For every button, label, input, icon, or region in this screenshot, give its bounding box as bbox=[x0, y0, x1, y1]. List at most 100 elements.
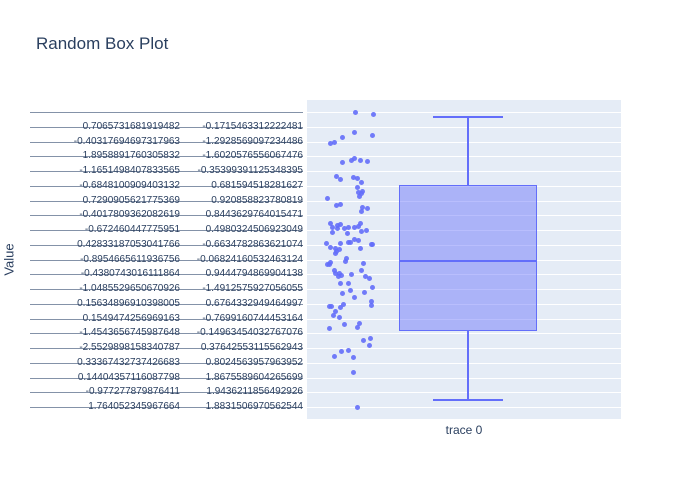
data-point[interactable] bbox=[340, 135, 346, 141]
data-point[interactable] bbox=[359, 204, 365, 210]
data-point[interactable] bbox=[331, 353, 337, 359]
data-point[interactable] bbox=[335, 223, 341, 229]
data-point[interactable] bbox=[338, 222, 344, 228]
data-point[interactable] bbox=[346, 224, 352, 230]
data-point[interactable] bbox=[347, 288, 353, 294]
data-point[interactable] bbox=[344, 230, 350, 236]
whisker-cap-upper[interactable] bbox=[433, 116, 503, 119]
data-point[interactable] bbox=[345, 348, 351, 354]
data-point[interactable] bbox=[368, 299, 374, 305]
data-point[interactable] bbox=[362, 290, 368, 296]
data-point[interactable] bbox=[335, 273, 341, 279]
data-point[interactable] bbox=[349, 271, 355, 277]
data-point[interactable] bbox=[343, 255, 349, 261]
data-point[interactable] bbox=[368, 336, 374, 342]
data-point[interactable] bbox=[357, 221, 363, 227]
data-point[interactable] bbox=[358, 228, 364, 234]
data-point[interactable] bbox=[364, 227, 370, 233]
plot-area[interactable] bbox=[307, 100, 621, 419]
median-line[interactable] bbox=[399, 260, 537, 262]
data-point[interactable] bbox=[329, 304, 335, 310]
data-point[interactable] bbox=[324, 196, 330, 202]
data-point[interactable] bbox=[331, 313, 337, 319]
data-point[interactable] bbox=[352, 236, 358, 242]
data-point[interactable] bbox=[369, 133, 375, 139]
data-point[interactable] bbox=[331, 140, 337, 146]
data-point[interactable] bbox=[360, 338, 366, 344]
data-point[interactable] bbox=[366, 343, 372, 349]
data-point[interactable] bbox=[341, 301, 347, 307]
data-point[interactable] bbox=[328, 260, 334, 266]
data-point[interactable] bbox=[342, 225, 348, 231]
data-point[interactable] bbox=[370, 112, 376, 118]
data-point[interactable] bbox=[329, 224, 335, 230]
data-point[interactable] bbox=[342, 321, 348, 327]
data-point[interactable] bbox=[355, 405, 361, 411]
data-point[interactable] bbox=[328, 245, 334, 251]
data-point[interactable] bbox=[339, 291, 345, 297]
data-point[interactable] bbox=[359, 209, 365, 215]
data-point[interactable] bbox=[351, 155, 357, 161]
data-point[interactable] bbox=[358, 246, 364, 252]
data-point[interactable] bbox=[334, 174, 339, 180]
box-body[interactable] bbox=[399, 185, 537, 332]
data-point[interactable] bbox=[370, 284, 376, 290]
data-point[interactable] bbox=[332, 309, 338, 315]
data-point[interactable] bbox=[359, 267, 365, 273]
data-point[interactable] bbox=[334, 202, 340, 208]
data-point[interactable] bbox=[323, 241, 329, 247]
data-point[interactable] bbox=[354, 184, 360, 190]
data-point[interactable] bbox=[365, 159, 371, 165]
whisker-cap-lower[interactable] bbox=[433, 398, 503, 401]
data-point[interactable] bbox=[368, 302, 374, 308]
data-point[interactable] bbox=[343, 258, 349, 264]
data-point[interactable] bbox=[359, 191, 365, 197]
data-point[interactable] bbox=[355, 175, 361, 181]
data-point[interactable] bbox=[338, 304, 344, 310]
data-point[interactable] bbox=[338, 177, 344, 183]
data-point[interactable] bbox=[338, 273, 344, 279]
data-point[interactable] bbox=[360, 260, 366, 266]
data-point[interactable] bbox=[336, 246, 342, 252]
data-point[interactable] bbox=[332, 268, 338, 274]
data-point[interactable] bbox=[337, 314, 343, 320]
data-point[interactable] bbox=[338, 201, 344, 207]
data-point[interactable] bbox=[356, 194, 362, 200]
data-point[interactable] bbox=[328, 141, 334, 147]
data-point[interactable] bbox=[352, 224, 358, 230]
data-point[interactable] bbox=[340, 160, 346, 166]
data-point[interactable] bbox=[328, 220, 334, 226]
data-point[interactable] bbox=[351, 294, 357, 300]
data-point[interactable] bbox=[355, 189, 361, 195]
data-point[interactable] bbox=[339, 349, 345, 355]
data-point[interactable] bbox=[362, 273, 368, 279]
data-point[interactable] bbox=[334, 248, 340, 254]
data-point[interactable] bbox=[353, 110, 359, 116]
data-point[interactable] bbox=[338, 240, 344, 246]
whisker-line-lower[interactable] bbox=[467, 331, 469, 400]
data-point[interactable] bbox=[365, 206, 371, 212]
data-point[interactable] bbox=[355, 224, 361, 230]
data-point[interactable] bbox=[333, 271, 339, 277]
data-point[interactable] bbox=[326, 303, 332, 309]
data-point[interactable] bbox=[369, 241, 375, 247]
data-point[interactable] bbox=[358, 179, 364, 185]
data-point[interactable] bbox=[350, 370, 356, 376]
data-point[interactable] bbox=[335, 226, 341, 232]
data-point[interactable] bbox=[367, 276, 373, 282]
data-point[interactable] bbox=[357, 158, 363, 164]
data-point[interactable] bbox=[326, 325, 332, 331]
data-point[interactable] bbox=[351, 130, 357, 135]
data-point[interactable] bbox=[350, 174, 356, 180]
data-point[interactable] bbox=[356, 320, 362, 326]
data-point[interactable] bbox=[346, 280, 352, 286]
data-point[interactable] bbox=[348, 157, 354, 163]
data-point[interactable] bbox=[350, 354, 356, 360]
data-point[interactable] bbox=[355, 324, 361, 330]
data-point[interactable] bbox=[338, 280, 344, 286]
data-point[interactable] bbox=[332, 245, 338, 251]
data-point[interactable] bbox=[355, 238, 361, 244]
data-point[interactable] bbox=[347, 239, 353, 245]
data-point[interactable] bbox=[329, 230, 335, 236]
whisker-line-upper[interactable] bbox=[467, 117, 469, 186]
